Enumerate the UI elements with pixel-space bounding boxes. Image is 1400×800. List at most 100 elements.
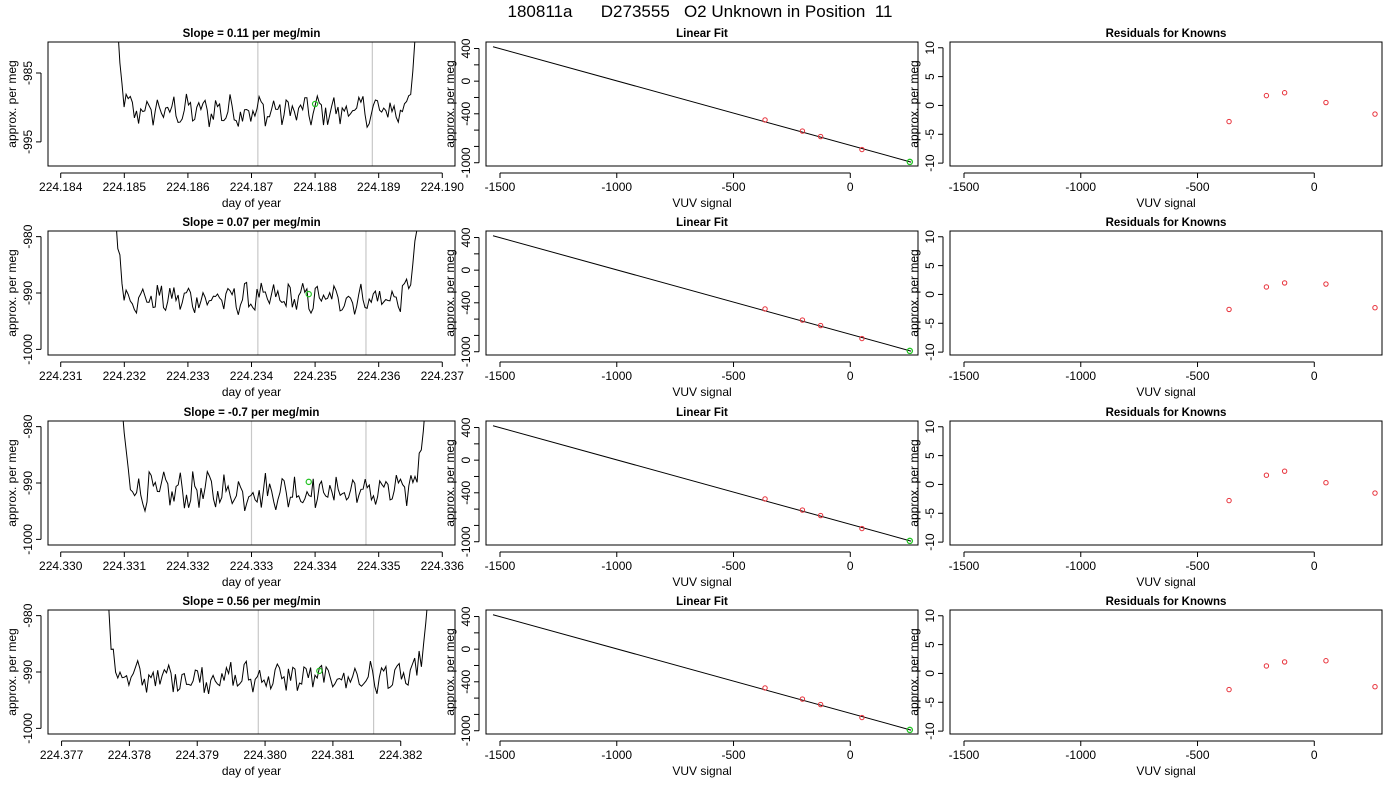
row3-col3-y-tick-label-1: 5 <box>923 452 937 459</box>
row4-col1-y-tick-label-2: -980 <box>21 603 35 627</box>
row1-col2-point-0 <box>762 117 768 123</box>
row4-col2-point-3 <box>859 714 865 721</box>
row2-col1-ylabel: approx. per meg <box>5 249 19 336</box>
row3-col1-x-tick-label-3: 224.333 <box>230 559 274 573</box>
row2-col3-point-1 <box>1263 284 1270 290</box>
row1-col3-point-2 <box>1281 90 1288 96</box>
row3-col2-point-3 <box>859 525 865 532</box>
row1-col1-frame <box>47 41 456 167</box>
row3-col2-y-tick-label-0: 400 <box>459 417 473 437</box>
row2-col2-point-1 <box>799 317 806 323</box>
row1-col3-y-tick-label-4: -10 <box>923 154 937 172</box>
row4-col1-unknown-point <box>316 667 323 675</box>
row3-col2-ylabel: approx. per meg <box>443 439 457 526</box>
row4-col1-title: Slope = 0.56 per meg/min <box>182 596 320 608</box>
row2-col2-y-tick-label-0: 400 <box>459 227 473 247</box>
row2-col3-point-2 <box>1281 280 1288 286</box>
row3-col2-point-2 <box>817 512 824 519</box>
row4-col1-x-tick-label-3: 224.380 <box>243 748 287 762</box>
figure-title: 180811a D273555 O2 Unknown in Position 1… <box>507 2 893 21</box>
row3-col2-point-0 <box>762 496 768 502</box>
row3-col1-x-tick-label-5: 224.335 <box>357 559 401 573</box>
row3-col2-y-tick-label-2: 0 <box>459 457 473 464</box>
row3-col1-y-tick-label-0: -1000 <box>21 524 35 555</box>
row4-col2-point-0 <box>762 685 768 691</box>
row3-col2-title: Linear Fit <box>676 407 728 419</box>
row2-col2-frame <box>485 230 919 356</box>
row2-col1-y-tick-label-2: -980 <box>21 224 35 248</box>
row1-col3-point-3 <box>1323 99 1329 106</box>
row1-col1-x-tick-label-4: 224.188 <box>293 180 337 194</box>
row3-col3-point-1 <box>1263 472 1270 478</box>
row3-col2-unknown-point <box>906 537 914 545</box>
row2-col2-point-2 <box>817 322 824 329</box>
row4-col3-xlabel: VUV signal <box>1136 764 1195 778</box>
row4-col3-x-tick-label-3: 0 <box>1311 748 1318 762</box>
row3-col3-point-3 <box>1323 480 1329 486</box>
row3-col3-point-0 <box>1226 497 1232 504</box>
row2-col3-x-tick-label-2: -500 <box>1186 369 1210 383</box>
row1-col3-frame <box>949 41 1383 167</box>
row3-col2-point-1 <box>799 507 806 513</box>
row1-col1-y-tick-label-0: -995 <box>21 130 35 154</box>
row3-col2-x-tick-label-1: -1000 <box>601 559 632 573</box>
row3-col3-frame <box>949 420 1383 546</box>
row4-col3-point-0 <box>1226 686 1232 693</box>
row4-col3-y-tick-label-4: -10 <box>923 722 937 740</box>
row4-col3-point-1 <box>1263 663 1270 669</box>
row2-col1-x-tick-label-0: 224.231 <box>39 369 83 383</box>
row1-col2-point-3 <box>859 146 865 153</box>
row1-col2-ylabel: approx. per meg <box>443 60 457 147</box>
row3-col3-ylabel: approx. per meg <box>907 439 921 526</box>
row2-col3-y-tick-label-2: 0 <box>923 291 937 298</box>
row2-col1-x-tick-label-5: 224.236 <box>357 369 401 383</box>
row1-col3-ylabel: approx. per meg <box>907 60 921 147</box>
row2-col2-ylabel: approx. per meg <box>443 249 457 336</box>
row2-col1-x-tick-label-1: 224.232 <box>103 369 147 383</box>
row1-col1-x-tick-label-1: 224.185 <box>103 180 147 194</box>
row3-col1-y-tick-label-2: -980 <box>21 414 35 438</box>
row4-col2-x-tick-label-0: -1500 <box>485 748 516 762</box>
row2-col1-x-tick-label-3: 224.234 <box>230 369 274 383</box>
row1-col1-trace <box>118 42 416 129</box>
row4-col2-frame <box>485 609 919 735</box>
row4-col2-x-tick-label-2: -500 <box>722 748 746 762</box>
row4-col3-y-tick-label-2: 0 <box>923 670 937 677</box>
row2-col2-unknown-point <box>906 347 914 355</box>
row2-col3-y-tick-label-1: 5 <box>923 262 937 269</box>
row4-col1-ylabel: approx. per meg <box>5 628 19 715</box>
row1-col1-ylabel: approx. per meg <box>5 60 19 147</box>
row2-col1-y-tick-label-0: -1000 <box>21 334 35 365</box>
row4-col2-fit-line <box>492 614 912 731</box>
row3-col3-y-tick-label-2: 0 <box>923 481 937 488</box>
row1-col3-x-tick-label-0: -1500 <box>949 180 980 194</box>
row4-col3-x-tick-label-1: -1000 <box>1065 748 1096 762</box>
row4-col1-frame <box>47 609 456 735</box>
row2-col3-y-tick-label-4: -10 <box>923 343 937 361</box>
row1-col2-x-tick-label-3: 0 <box>847 180 854 194</box>
row4-col3-title: Residuals for Knowns <box>1106 596 1227 608</box>
row2-col3-frame <box>949 230 1383 356</box>
row4-col3-y-tick-label-0: 10 <box>923 609 937 623</box>
row4-col2-point-2 <box>817 701 824 708</box>
row1-col3-y-tick-label-2: 0 <box>923 102 937 109</box>
row1-col2-fit-line <box>492 46 912 163</box>
row1-col2-x-tick-label-1: -1000 <box>601 180 632 194</box>
row1-col2-y-tick-label-2: 0 <box>459 78 473 85</box>
row2-col3-point-0 <box>1226 306 1232 313</box>
row1-col2-point-2 <box>817 133 824 140</box>
row2-col2-fit-line <box>492 235 912 352</box>
row4-col1-xlabel: day of year <box>222 764 281 778</box>
row4-col3-x-tick-label-2: -500 <box>1186 748 1210 762</box>
row3-col3-point-2 <box>1281 468 1288 474</box>
row3-col3-xlabel: VUV signal <box>1136 575 1195 589</box>
row2-col3-xlabel: VUV signal <box>1136 385 1195 399</box>
row4-col3-ylabel: approx. per meg <box>907 628 921 715</box>
row2-col2-x-tick-label-2: -500 <box>722 369 746 383</box>
row3-col1-ylabel: approx. per meg <box>5 439 19 526</box>
row4-col2-y-tick-label-7: -1000 <box>459 715 473 746</box>
row1-col3-point-1 <box>1263 92 1270 99</box>
row3-col1-x-tick-label-0: 224.330 <box>39 559 83 573</box>
row2-col3-title: Residuals for Knowns <box>1106 217 1227 229</box>
